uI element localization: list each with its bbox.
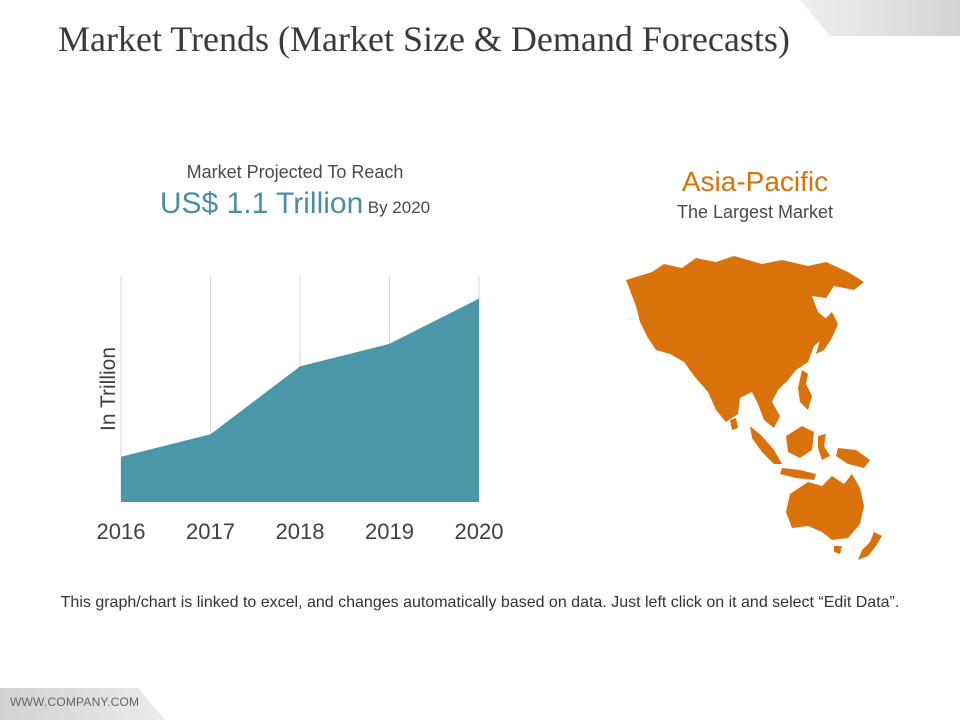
corner-decoration	[800, 0, 960, 36]
x-tick-label: 2017	[186, 519, 235, 544]
asia-pacific-map-icon	[626, 256, 882, 560]
footnote-text: This graph/chart is linked to excel, and…	[60, 594, 900, 611]
java-shape	[780, 468, 816, 480]
australia-shape	[786, 474, 864, 540]
headline-suffix: By 2020	[367, 198, 431, 217]
area-chart[interactable]: 2016 2017 2018 2019 2020 In Trillion	[80, 260, 520, 560]
asia-mainland-shape	[626, 256, 864, 428]
region-name: Asia-Pacific	[681, 166, 829, 197]
footer-website: WWW.COMPANY.COM	[10, 695, 140, 709]
new-zealand-shape	[858, 532, 882, 560]
philippines-shape	[798, 370, 812, 410]
japan-shape	[816, 312, 838, 354]
x-axis-ticks: 2016 2017 2018 2019 2020	[97, 519, 504, 544]
area-series[interactable]	[121, 298, 479, 502]
region-block: Asia-Pacific The Largest Market	[640, 166, 870, 223]
x-tick-label: 2016	[97, 519, 146, 544]
x-tick-label: 2018	[276, 519, 325, 544]
region-subtitle: The Largest Market	[676, 202, 834, 222]
headline-block: Market Projected To Reach US$ 1.1 Trilli…	[110, 162, 480, 221]
x-tick-label: 2019	[365, 519, 414, 544]
map-shapes	[626, 256, 882, 560]
sri-lanka-shape	[730, 418, 738, 430]
headline-main: US$ 1.1 Trillion By 2020	[110, 187, 480, 221]
sulawesi-shape	[818, 434, 830, 460]
y-axis-label: In Trillion	[97, 347, 120, 431]
borneo-shape	[786, 426, 814, 458]
headline-value: US$ 1.1 Trillion	[159, 187, 364, 220]
new-guinea-shape	[836, 448, 870, 468]
x-tick-label: 2020	[455, 519, 504, 544]
slide-title: Market Trends (Market Size & Demand Fore…	[58, 19, 790, 59]
tasmania-shape	[834, 546, 842, 554]
headline-subtitle: Market Projected To Reach	[186, 162, 404, 182]
sumatra-shape	[750, 426, 782, 464]
footer-bar	[0, 688, 165, 720]
